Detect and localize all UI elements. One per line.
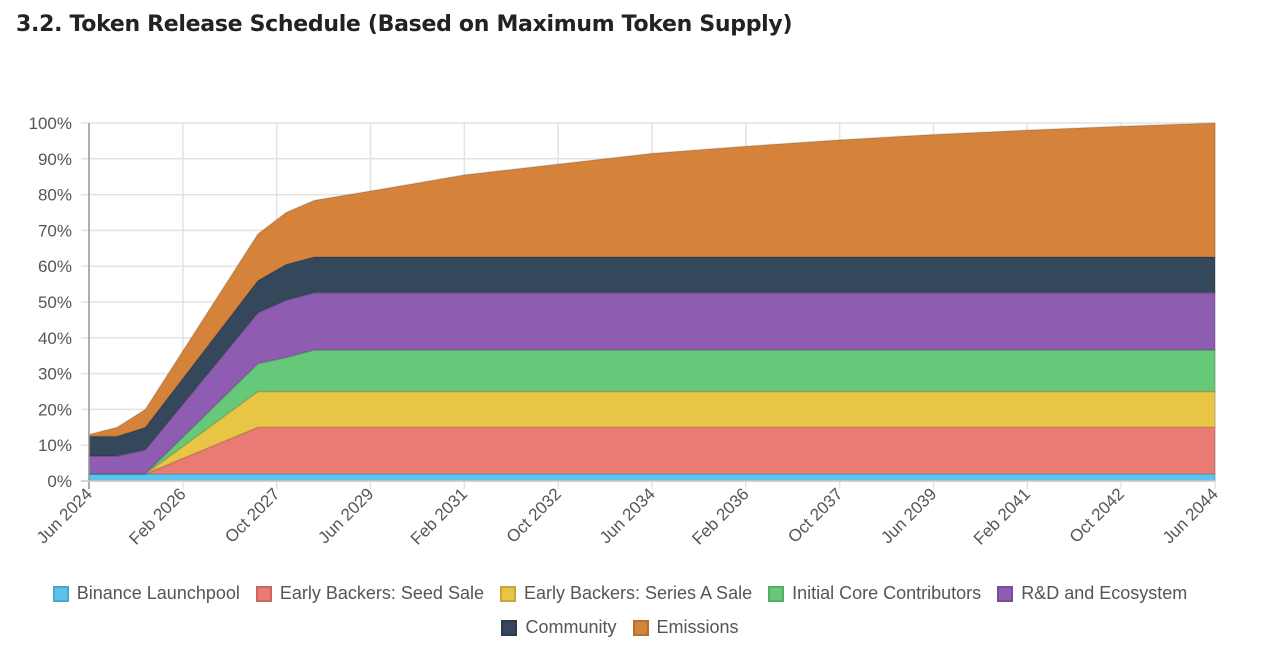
legend-swatch	[52, 586, 69, 602]
legend-label: Emissions	[656, 617, 739, 637]
x-tick-label: Oct 2032	[503, 484, 565, 546]
x-tick-label: Jun 2039	[877, 484, 940, 547]
legend-item[interactable]: Community	[501, 610, 617, 644]
x-tick-label: Oct 2027	[221, 484, 283, 546]
y-tick-label: 40%	[38, 329, 72, 348]
legend-swatch	[255, 586, 272, 602]
legend-item[interactable]: Binance Launchpool	[52, 576, 240, 610]
y-tick-label: 50%	[38, 293, 72, 312]
legend-swatch	[632, 620, 649, 636]
y-tick-label: 90%	[38, 150, 72, 169]
y-tick-label: 100%	[29, 114, 72, 133]
legend-swatch	[768, 586, 785, 602]
legend-item[interactable]: Emissions	[632, 610, 739, 644]
legend-label: Community	[525, 617, 617, 637]
x-tick-label: Feb 2031	[407, 484, 471, 548]
x-tick-label: Jun 2029	[314, 484, 377, 547]
x-tick-label: Jun 2034	[596, 484, 659, 547]
x-tick-label: Oct 2037	[784, 484, 846, 546]
x-tick-label: Feb 2026	[125, 484, 189, 548]
legend-swatch	[997, 586, 1014, 602]
area-binance-launchpool	[88, 473, 1216, 482]
x-tick-label: Jun 2044	[1159, 484, 1222, 547]
y-tick-label: 60%	[38, 257, 72, 276]
x-tick-label: Oct 2042	[1066, 484, 1128, 546]
x-tick-label: Feb 2041	[970, 484, 1034, 548]
x-tick-label: Jun 2024	[33, 484, 96, 547]
y-tick-label: 0%	[47, 472, 72, 491]
legend-item[interactable]: Early Backers: Seed Sale	[255, 576, 484, 610]
y-tick-label: 80%	[38, 186, 72, 205]
legend-item[interactable]: Early Backers: Series A Sale	[499, 576, 753, 610]
legend-item[interactable]: Initial Core Contributors	[768, 576, 981, 610]
legend-label: Initial Core Contributors	[792, 583, 982, 603]
legend-swatch	[499, 586, 516, 602]
legend-label: R&D and Ecosystem	[1021, 583, 1188, 603]
x-tick-label: Feb 2036	[688, 484, 752, 548]
y-tick-label: 20%	[38, 400, 72, 419]
y-tick-label: 70%	[38, 221, 72, 240]
y-tick-label: 30%	[38, 365, 72, 384]
legend-item[interactable]: R&D and Ecosystem	[997, 576, 1187, 610]
legend-swatch	[501, 620, 518, 636]
legend-label: Early Backers: Series A Sale	[523, 583, 753, 603]
legend-label: Binance Launchpool	[76, 583, 240, 603]
area-early-backers-seed-sale	[89, 426, 1216, 475]
y-tick-label: 10%	[38, 436, 72, 455]
legend: Binance Launchpool Early Backers: Seed Sa…	[0, 576, 1240, 644]
legend-label: Early Backers: Seed Sale	[279, 583, 484, 603]
area-emissions	[88, 122, 1216, 437]
chart-title: 3.2. Token Release Schedule (Based on Ma…	[16, 12, 793, 37]
